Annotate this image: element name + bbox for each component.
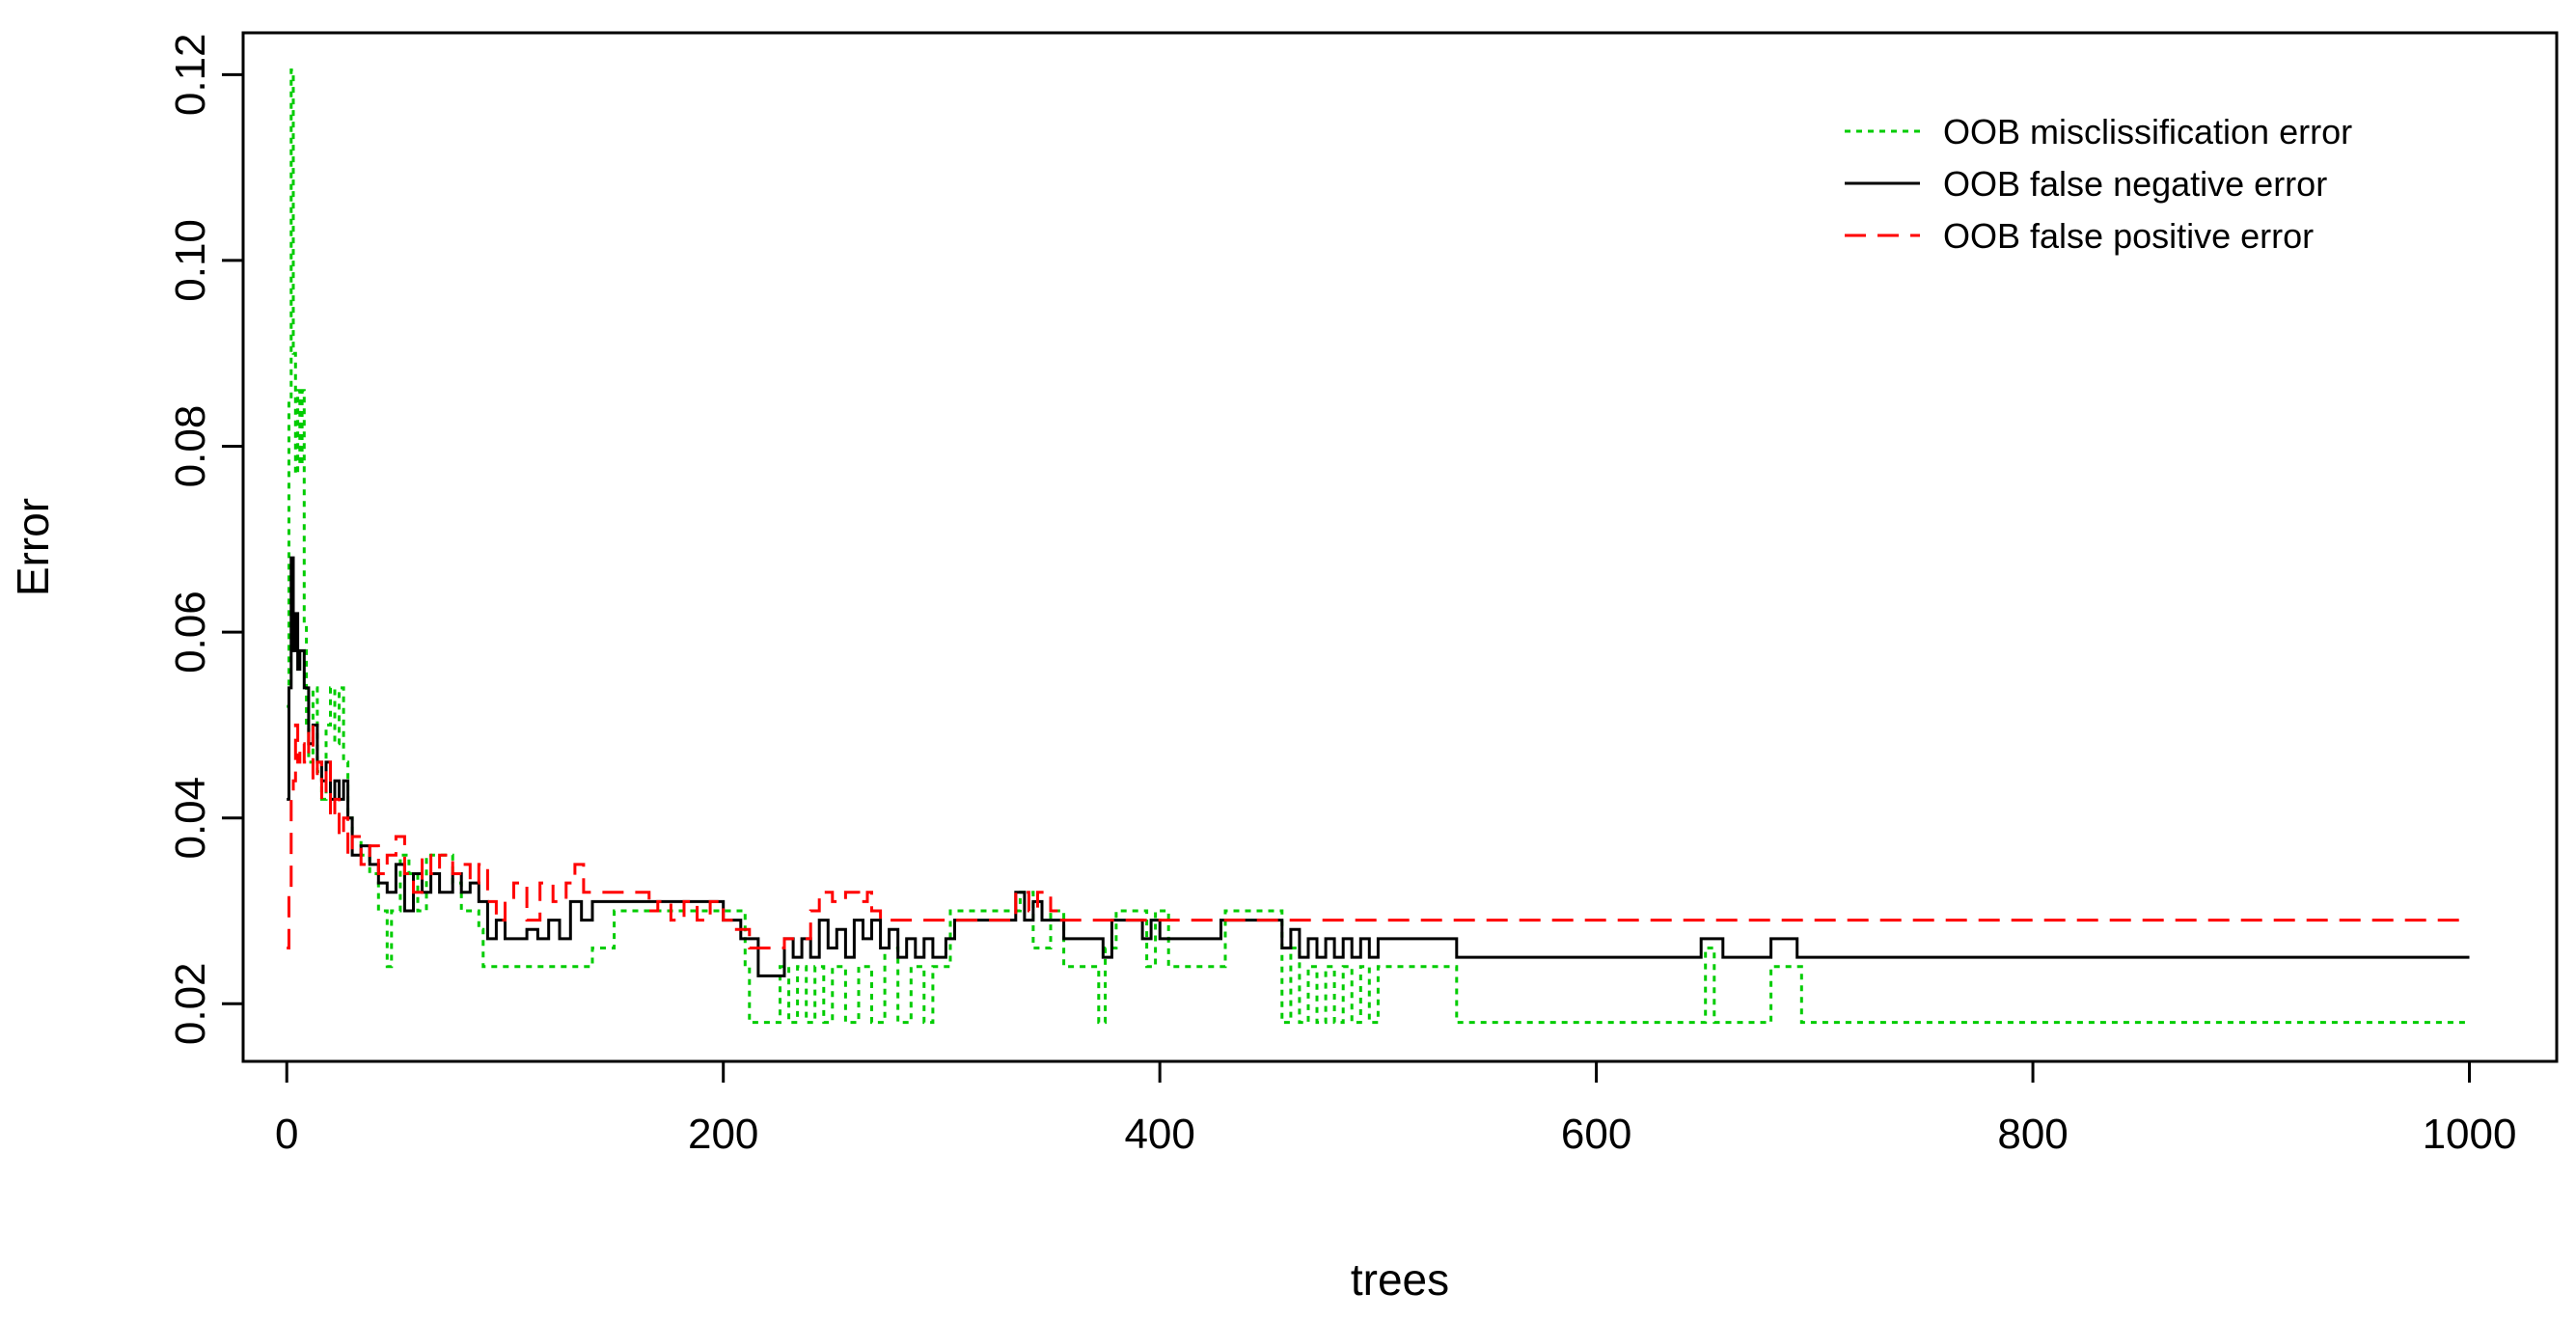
series-line-1 [287,69,2470,1025]
x-axis-label: trees [1351,1254,1449,1305]
x-tick-label: 600 [1561,1111,1631,1158]
y-tick-label: 0.02 [167,962,214,1045]
x-tick-label: 0 [275,1111,298,1158]
series-line-3 [287,723,2470,949]
y-tick-label: 0.04 [167,777,214,860]
x-axis: 0 200 400 600 800 1000 [275,1059,2517,1158]
plot-area [287,69,2470,1025]
y-tick-label: 0.12 [167,34,214,117]
y-axis-label: Error [8,498,58,596]
series-layer [287,69,2470,1025]
legend-entry: OOB false positive error [1943,216,2314,256]
x-tick-label: 400 [1124,1111,1194,1158]
legend: OOB misclissification error OOB false neg… [1845,112,2352,256]
y-tick-label: 0.10 [167,219,214,302]
y-tick-label: 0.08 [167,405,214,488]
legend-entry: OOB false negative error [1943,164,2327,204]
x-tick-label: 800 [1997,1111,2068,1158]
legend-entry: OOB misclissification error [1943,112,2352,151]
y-tick-label: 0.06 [167,591,214,673]
x-tick-label: 200 [688,1111,758,1158]
x-tick-label: 1000 [2423,1111,2517,1158]
y-axis: 0.02 0.04 0.06 0.08 0.10 0.12 [167,34,245,1045]
